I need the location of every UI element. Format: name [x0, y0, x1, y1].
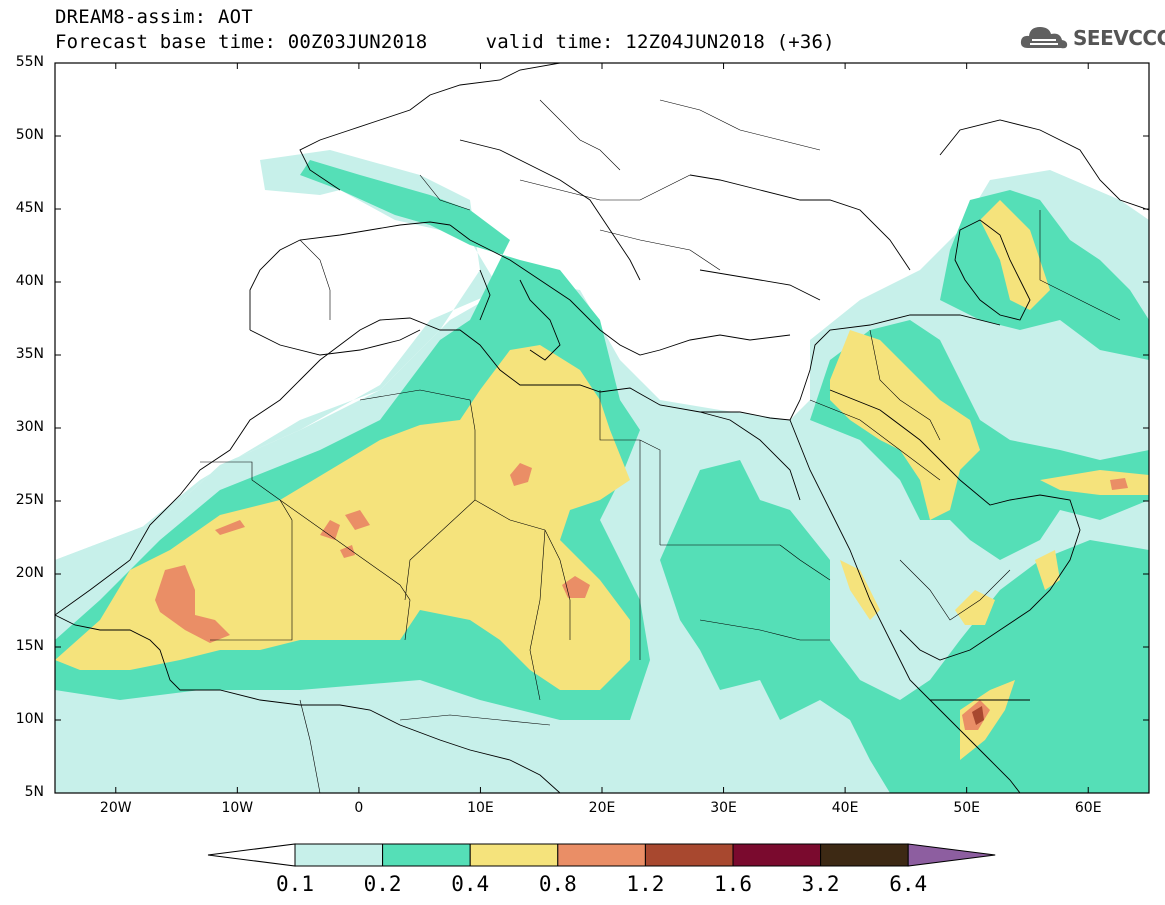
colorbar-label: 0.1	[276, 872, 314, 896]
seevccc-logo: SEEVCCC	[1018, 22, 1165, 58]
latitude-label: 15N	[15, 638, 44, 654]
longitude-label: 60E	[1074, 800, 1102, 816]
aot-level-0.8	[155, 463, 1128, 730]
longitude-label: 50E	[953, 800, 980, 816]
colorbar-label: 0.2	[363, 872, 402, 896]
latitude-label: 55N	[15, 54, 44, 70]
colorbar-underflow	[207, 843, 296, 867]
colorbar-label: 6.4	[889, 872, 928, 896]
latitude-label: 35N	[15, 346, 44, 362]
colorbar-cell	[294, 843, 384, 867]
longitude-label: 0	[354, 800, 364, 816]
longitude-label: 40E	[831, 800, 859, 816]
latitude-label: 20N	[15, 565, 44, 581]
colorbar-cell	[382, 843, 471, 867]
cloud-icon	[1020, 27, 1068, 49]
longitude-label: 20W	[99, 800, 132, 816]
logo-text: SEEVCCC	[1073, 26, 1165, 50]
colorbar-label: 3.2	[801, 872, 840, 896]
colorbar-label: 1.6	[714, 872, 752, 896]
longitude-label: 10W	[221, 800, 254, 816]
latitude-label: 45N	[15, 200, 44, 216]
latitude-label: 5N	[24, 784, 44, 800]
colorbar-label: 0.8	[538, 872, 577, 896]
longitude-label: 30E	[710, 800, 737, 816]
colorbar-overflow	[907, 843, 996, 867]
latitude-label: 25N	[15, 492, 44, 508]
latitude-label: 50N	[15, 127, 44, 143]
latitude-label: 30N	[15, 419, 44, 435]
colorbar-cell	[469, 843, 559, 867]
coastlines	[55, 63, 1149, 793]
longitude-label: 20E	[588, 800, 616, 816]
latitude-label: 40N	[15, 273, 44, 289]
latitude-label: 10N	[15, 711, 44, 727]
aot-level-0.4	[55, 200, 1149, 760]
longitude-label: 10E	[467, 800, 494, 816]
axis-ticks	[55, 62, 1149, 794]
map-title: DREAM8-assim: AOT	[55, 6, 253, 28]
colorbar-label: 0.4	[451, 872, 490, 896]
forecast-time-subtitle: Forecast base time: 00Z03JUN2018 valid t…	[55, 31, 835, 53]
colorbar-cell	[732, 843, 822, 867]
aot-level-1.2	[972, 706, 984, 725]
colorbar-cell	[820, 843, 909, 867]
colorbar-cell	[644, 843, 734, 867]
colorbar-cell	[557, 843, 646, 867]
country-borders	[200, 99, 1121, 793]
colorbar-label: 1.2	[626, 872, 665, 896]
aot-field	[55, 150, 1149, 793]
